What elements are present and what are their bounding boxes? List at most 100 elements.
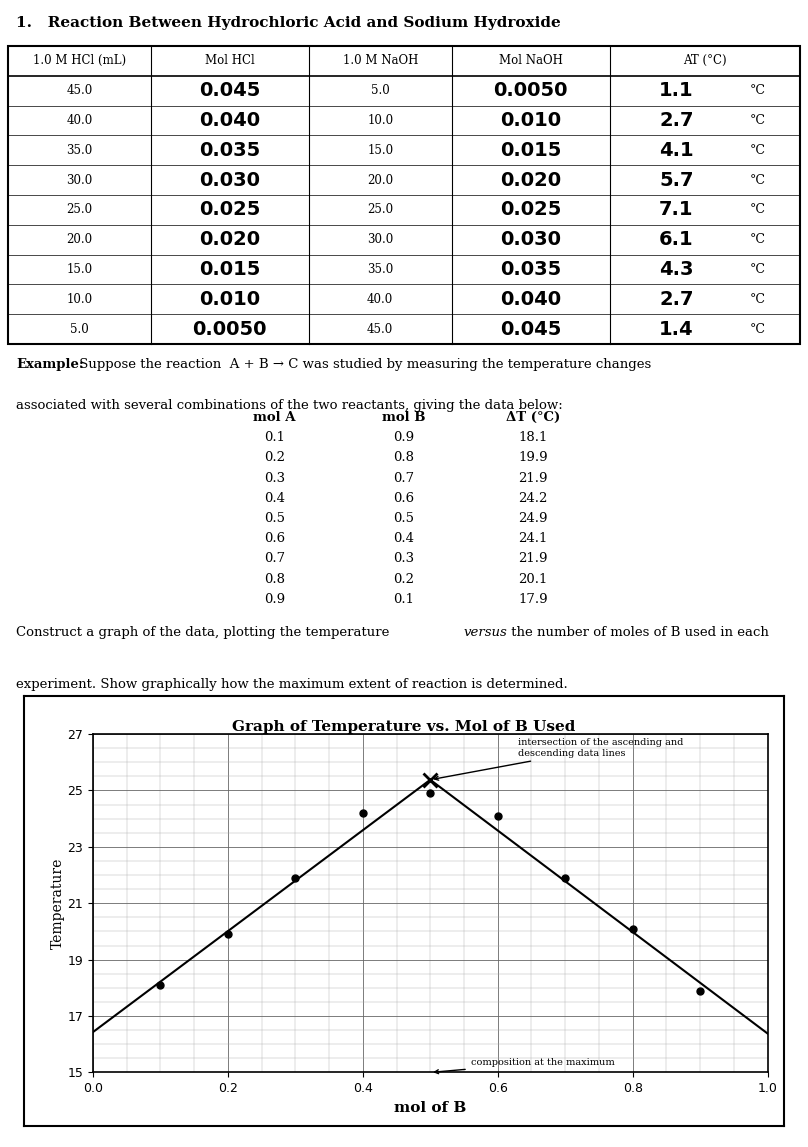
Text: °C: °C [750,173,766,187]
Text: 0.2: 0.2 [264,451,285,465]
Text: 0.7: 0.7 [264,553,285,565]
Text: ΔT (°C): ΔT (°C) [506,411,561,423]
Text: 0.6: 0.6 [264,532,285,545]
Text: 0.8: 0.8 [264,572,285,586]
Text: 0.4: 0.4 [264,492,285,505]
Text: 40.0: 40.0 [66,114,92,127]
Y-axis label: Temperature: Temperature [51,858,65,949]
Text: 0.030: 0.030 [200,171,260,189]
Text: the number of moles of B used in each: the number of moles of B used in each [507,626,769,639]
Text: 0.2: 0.2 [393,572,415,586]
Text: 45.0: 45.0 [66,84,92,97]
Text: composition at the maximum: composition at the maximum [435,1058,615,1074]
Text: 0.040: 0.040 [500,290,562,309]
Text: 0.035: 0.035 [199,141,260,159]
Text: °C: °C [750,292,766,306]
Text: 4.1: 4.1 [659,141,694,159]
Text: 2.7: 2.7 [659,111,693,130]
Text: 19.9: 19.9 [519,451,548,465]
Text: 35.0: 35.0 [66,143,92,157]
Text: 0.0050: 0.0050 [192,320,267,338]
Text: 0.015: 0.015 [500,141,562,159]
Text: associated with several combinations of the two reactants, giving the data below: associated with several combinations of … [16,398,562,412]
Text: 0.020: 0.020 [200,231,260,249]
Text: experiment. Show graphically how the maximum extent of reaction is determined.: experiment. Show graphically how the max… [16,678,568,690]
Text: °C: °C [750,114,766,127]
Text: 21.9: 21.9 [519,553,548,565]
Text: 0.6: 0.6 [393,492,415,505]
Text: 0.1: 0.1 [264,431,285,444]
Text: 35.0: 35.0 [367,263,393,276]
Text: °C: °C [750,263,766,276]
Text: 0.5: 0.5 [393,512,415,525]
Text: 0.1: 0.1 [393,593,415,606]
Text: Suppose the reaction  A + B → C was studied by measuring the temperature changes: Suppose the reaction A + B → C was studi… [75,358,651,372]
Text: 24.9: 24.9 [519,512,548,525]
Text: 30.0: 30.0 [367,233,393,247]
Text: 0.035: 0.035 [500,260,562,279]
Text: 2.7: 2.7 [659,290,693,309]
Text: Mol NaOH: Mol NaOH [499,54,562,68]
Text: 0.010: 0.010 [500,111,562,130]
Text: 18.1: 18.1 [519,431,548,444]
Text: 20.0: 20.0 [367,173,393,187]
Text: 15.0: 15.0 [66,263,92,276]
Text: 25.0: 25.0 [66,203,92,217]
Text: 24.1: 24.1 [519,532,548,545]
Text: 6.1: 6.1 [659,231,694,249]
Text: °C: °C [750,233,766,247]
Text: intersection of the ascending and
descending data lines: intersection of the ascending and descen… [435,739,684,780]
Text: 7.1: 7.1 [659,201,693,219]
Text: 0.020: 0.020 [500,171,562,189]
Text: 0.4: 0.4 [393,532,415,545]
Text: 30.0: 30.0 [66,173,92,187]
Text: 0.5: 0.5 [264,512,285,525]
Text: 1.0 M HCl (mL): 1.0 M HCl (mL) [33,54,126,68]
Text: 0.9: 0.9 [393,431,415,444]
Text: 0.030: 0.030 [500,231,562,249]
Text: 0.3: 0.3 [264,471,285,484]
Text: 45.0: 45.0 [367,322,393,336]
Text: mol B: mol B [382,411,426,423]
Text: 21.9: 21.9 [519,471,548,484]
Text: AT (°C): AT (°C) [683,54,726,68]
Text: 0.8: 0.8 [393,451,415,465]
Text: 20.1: 20.1 [519,572,548,586]
Text: mol A: mol A [254,411,296,423]
Text: 0.025: 0.025 [199,201,260,219]
Text: 1.1: 1.1 [659,81,694,100]
Text: versus: versus [463,626,507,639]
Text: Example:: Example: [16,358,84,372]
Text: °C: °C [750,203,766,217]
Text: 40.0: 40.0 [367,292,393,306]
Text: °C: °C [750,84,766,97]
Text: 1.0 M NaOH: 1.0 M NaOH [343,54,418,68]
Text: 0.010: 0.010 [200,290,260,309]
Text: 0.0050: 0.0050 [494,81,568,100]
Text: 5.0: 5.0 [70,322,89,336]
Text: 0.040: 0.040 [200,111,260,130]
Text: Construct a graph of the data, plotting the temperature: Construct a graph of the data, plotting … [16,626,393,639]
Text: 0.045: 0.045 [199,81,260,100]
Text: 5.0: 5.0 [371,84,389,97]
Text: 10.0: 10.0 [66,292,92,306]
Text: Mol HCl: Mol HCl [205,54,255,68]
Text: 15.0: 15.0 [367,143,393,157]
Text: Graph of Temperature vs. Mol of B Used: Graph of Temperature vs. Mol of B Used [233,720,575,734]
Text: 0.3: 0.3 [393,553,415,565]
X-axis label: mol of B: mol of B [394,1101,466,1115]
Text: °C: °C [750,322,766,336]
Text: 5.7: 5.7 [659,171,693,189]
Text: 1.4: 1.4 [659,320,694,338]
Text: 25.0: 25.0 [367,203,393,217]
Text: 10.0: 10.0 [367,114,393,127]
Text: 0.9: 0.9 [264,593,285,606]
Text: 0.025: 0.025 [500,201,562,219]
Text: 4.3: 4.3 [659,260,693,279]
Text: 0.045: 0.045 [500,320,562,338]
Text: 0.7: 0.7 [393,471,415,484]
Text: 17.9: 17.9 [519,593,548,606]
Text: 24.2: 24.2 [519,492,548,505]
Text: 1.   Reaction Between Hydrochloric Acid and Sodium Hydroxide: 1. Reaction Between Hydrochloric Acid an… [16,16,561,30]
Text: 0.015: 0.015 [199,260,260,279]
